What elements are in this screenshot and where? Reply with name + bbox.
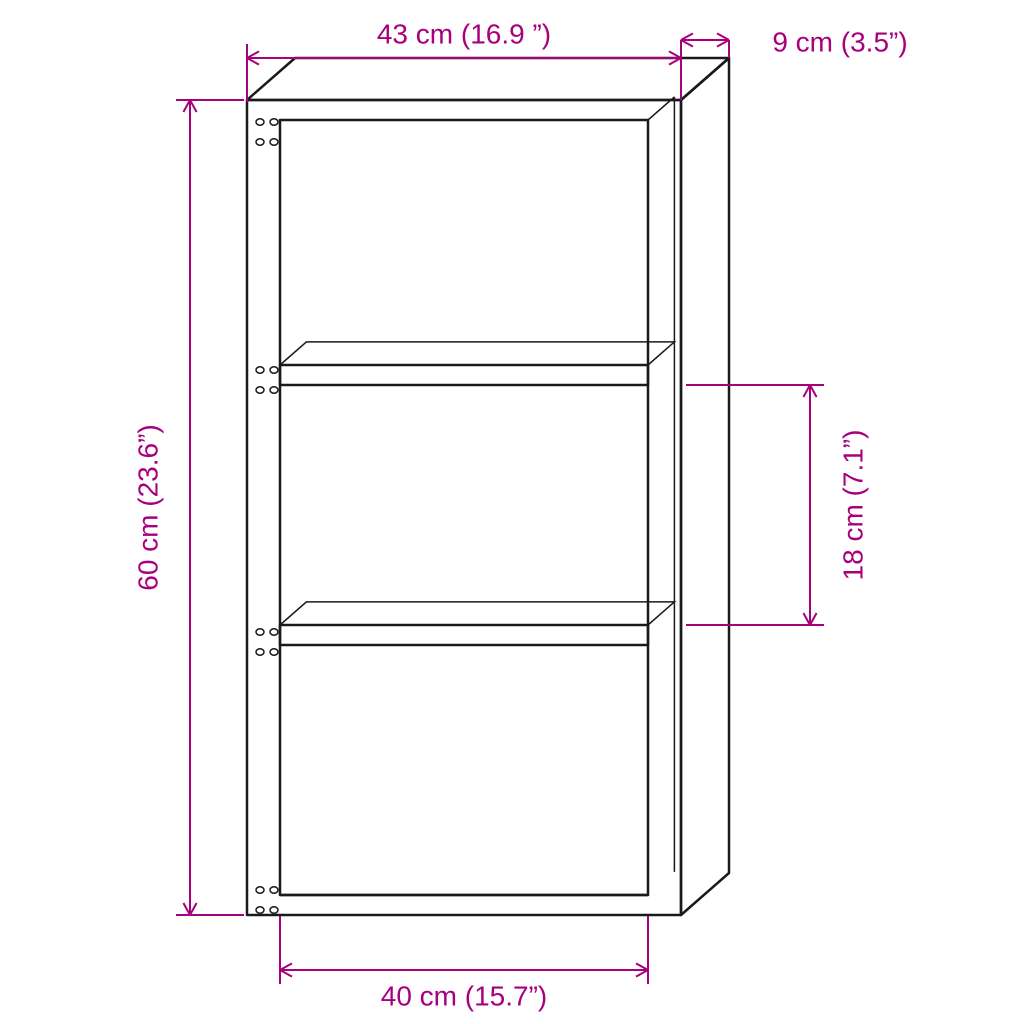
dimensions: 43 cm (16.9 ”) 9 cm (3.5”) 60 cm (23.6”) 18… (132, 18, 907, 1011)
dim-label-height: 60 cm (23.6”) (132, 424, 163, 591)
dimension-diagram: 43 cm (16.9 ”) 9 cm (3.5”) 60 cm (23.6”) 18… (0, 0, 1024, 1024)
shelf-unit (247, 58, 729, 915)
dim-label-inner-width: 40 cm (15.7”) (381, 980, 548, 1011)
dim-label-shelf: 18 cm (7.1”) (837, 430, 868, 581)
dim-label-width: 43 cm (16.9 ”) (377, 18, 551, 49)
dim-label-depth: 9 cm (3.5”) (772, 26, 907, 57)
